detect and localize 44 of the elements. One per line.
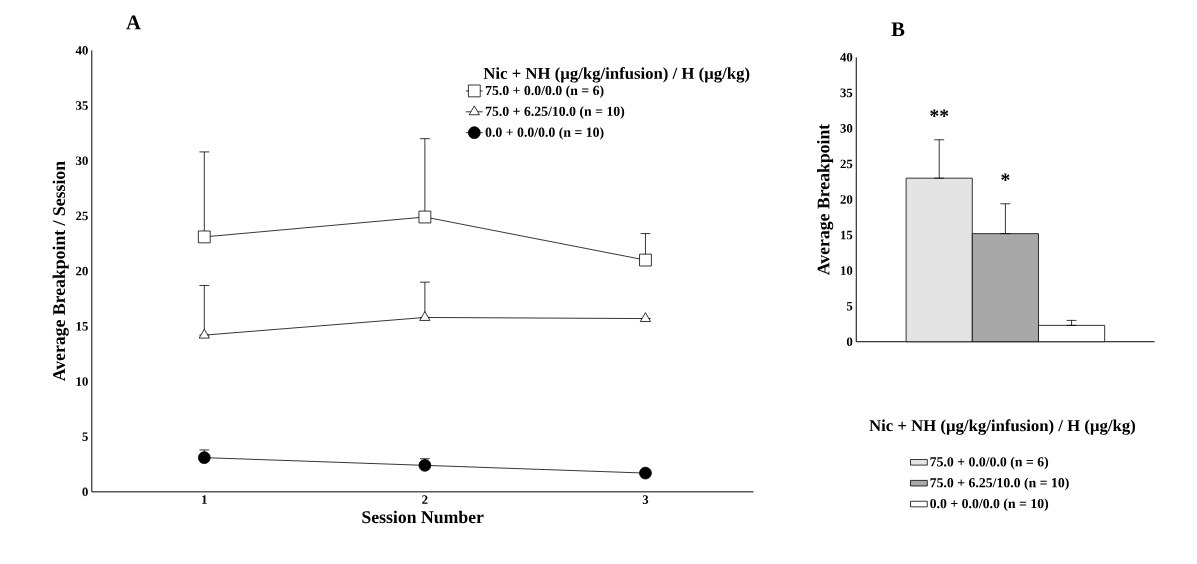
y-tick-label: 10 <box>76 377 88 386</box>
point <box>418 459 432 472</box>
y-tick-label: 5 <box>846 301 853 311</box>
point <box>639 312 651 322</box>
point <box>639 466 652 480</box>
legend-label: 75.0 + 6.25/10.0 (n = 10) <box>485 106 625 119</box>
y-tick-label: 15 <box>841 230 853 240</box>
y-tick-label: 30 <box>840 124 853 133</box>
y-tick-label: 20 <box>840 195 853 204</box>
x-tick-label: 2 <box>422 495 428 504</box>
y-tick-label: 0 <box>846 337 853 347</box>
y-tick-label: 40 <box>840 52 853 62</box>
point <box>419 311 431 321</box>
point <box>639 253 652 267</box>
chart-title: B <box>891 22 905 37</box>
y-tick-label: 40 <box>75 46 88 55</box>
y-axis-title: Average Breakpoint <box>817 123 834 276</box>
point <box>198 328 210 339</box>
legend-title: Nic + NH (µg/kg/infusion) / H (µg/kg) <box>869 419 1136 435</box>
y-tick-label: 30 <box>76 156 88 166</box>
x-axis-title: Session Number <box>362 510 484 524</box>
x-tick-label: 1 <box>202 495 207 504</box>
point <box>197 230 211 244</box>
y-tick-label: 35 <box>840 88 853 98</box>
legend-label: 75.0 + 0.0/0.0 (n = 6) <box>485 85 604 98</box>
legend-title: Nic + NH (µg/kg/infusion) / H (µg/kg) <box>483 67 750 83</box>
legend-label: 0.0 + 0.0/0.0 (n = 10) <box>485 127 604 140</box>
y-tick-label: 25 <box>840 159 853 169</box>
legend-label: 0.0 + 0.0/0.0 (n = 10) <box>930 498 1049 512</box>
point <box>418 210 432 224</box>
legend-label: 75.0 + 6.25/10.0 (n = 10) <box>930 477 1069 491</box>
y-tick-label: 10 <box>841 266 853 275</box>
y-tick-label: 20 <box>76 266 88 276</box>
annotation: ** <box>930 109 949 117</box>
y-tick-label: 5 <box>82 432 88 441</box>
annotation: * <box>1001 173 1010 181</box>
y-axis-title: Average Breakpoint / Session <box>52 161 69 382</box>
y-tick-label: 35 <box>76 101 88 110</box>
legend-label: 75.0 + 0.0/0.0 (n = 6) <box>930 456 1049 470</box>
chart-title: A <box>126 15 141 30</box>
x-tick-label: 3 <box>642 495 649 504</box>
y-tick-label: 0 <box>82 487 88 497</box>
y-tick-label: 25 <box>76 211 88 221</box>
y-tick-label: 15 <box>76 322 88 331</box>
